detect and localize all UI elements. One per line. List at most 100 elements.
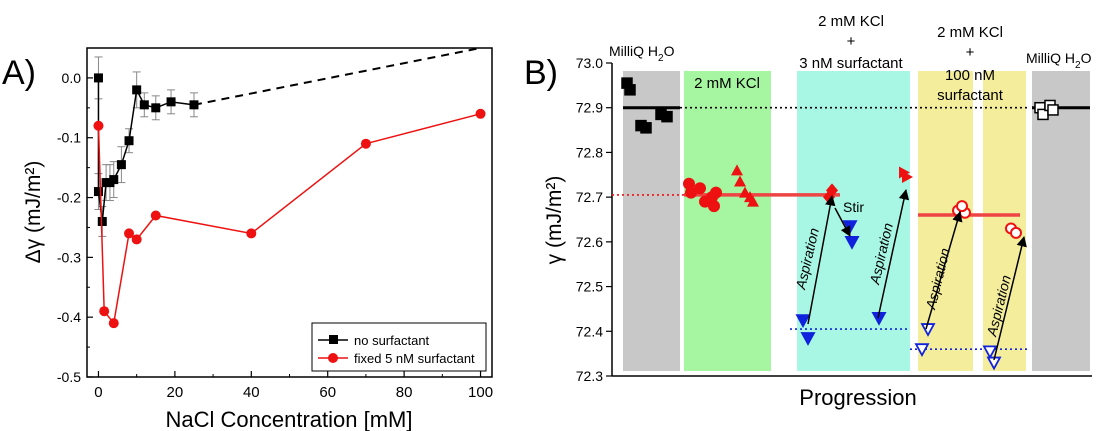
y-tick-label: 72.9 <box>576 100 603 116</box>
legend-marker-no-surfactant <box>329 335 338 344</box>
arrow-aspiration-1 <box>807 194 836 325</box>
panel-a-y-ticks: -0.5 -0.4 -0.3 -0.2 -0.1 0.0 <box>57 70 93 385</box>
phase-label-kcl3-line1: 2 mM KCl <box>818 13 884 30</box>
phase-label-milliq-right: MilliQ H2O <box>1026 50 1092 71</box>
point-kcl-circle <box>694 182 706 195</box>
point-milliq-right <box>1047 104 1059 116</box>
x-tick-label: 40 <box>243 384 260 401</box>
phase-kcl-100nm-b <box>983 71 1026 371</box>
phase-label-milliq-left: MilliQ H2O <box>609 43 675 64</box>
point-no-surfactant <box>93 73 103 83</box>
y-tick-label: -0.2 <box>57 190 81 206</box>
panel-a: A) -0.5-0.4-0.3-0.2-0.10.0 0 20 40 60 80 100 … <box>2 47 493 431</box>
point-no-surfactant <box>151 103 161 113</box>
point-kcl100-open-circle <box>956 200 968 213</box>
panel-a-label: A) <box>2 54 36 92</box>
point-kcl100b-open-triangle <box>982 345 998 360</box>
point-fixed-surfactant <box>124 228 135 239</box>
point-fixed-surfactant <box>150 210 161 221</box>
panel-b-y-ticks: 72.3 72.4 72.5 72.6 72.7 72.8 72.9 73.0 <box>576 55 612 384</box>
point-no-surfactant <box>189 100 199 110</box>
phase-label-kcl3-line2: 3 nM surfactant <box>799 55 903 72</box>
legend-box <box>311 322 487 372</box>
panel-a-x-axis-label: NaCl Concentration [mM] <box>166 407 413 431</box>
point-no-surfactant <box>139 100 149 110</box>
panel-b-y-axis-label: γ (mJ/m²) <box>543 176 566 265</box>
x-tick-label: 60 <box>319 384 336 401</box>
point-fixed-surfactant <box>93 120 104 131</box>
phase-kcl-100nm-a <box>918 71 973 371</box>
panel-b-x-axis-label: Progression <box>799 385 916 410</box>
legend-label-fixed-surfactant: fixed 5 nM surfactant <box>354 351 475 366</box>
point-fixed-surfactant <box>108 318 119 329</box>
point-kcl-triangle <box>731 164 743 176</box>
point-milliq-left <box>640 122 652 134</box>
point-fixed-surfactant <box>475 108 486 119</box>
panel-a-series <box>93 47 486 329</box>
annotation-stir: Stir <box>843 199 864 215</box>
panel-a-x-ticks: 0 20 40 60 80 100 <box>94 371 493 401</box>
y-tick-label: -0.4 <box>57 309 81 325</box>
y-tick-label: 72.7 <box>576 189 603 205</box>
panel-b: B) 72.3 72.4 72.5 72.6 72.7 72.8 72.9 73.0 Prog… <box>524 13 1092 410</box>
y-tick-label: 72.6 <box>576 234 603 250</box>
y-tick-label: -0.3 <box>57 249 81 265</box>
phase-label-kcl: 2 mM KCl <box>694 75 760 92</box>
point-kcl-circle <box>708 200 720 213</box>
y-tick-label: 72.5 <box>576 279 603 295</box>
arrow-stir <box>834 207 851 237</box>
x-tick-label: 20 <box>167 384 184 401</box>
y-tick-label: 72.3 <box>576 368 603 384</box>
point-kcl3-aspiration-1 <box>795 314 811 328</box>
y-tick-label: 73.0 <box>576 55 603 71</box>
point-kcl3-aspiration-1 <box>800 332 816 346</box>
phase-label-kcl100-line1: 2 mM KCl <box>937 24 1003 41</box>
x-tick-label: 0 <box>94 384 102 401</box>
point-fixed-surfactant <box>360 138 371 149</box>
point-fixed-surfactant <box>246 228 257 239</box>
point-no-surfactant <box>109 175 119 185</box>
point-fixed-surfactant <box>99 306 110 317</box>
point-kcl3-triangle-right <box>902 171 913 184</box>
point-kcl100-open-triangle <box>914 343 930 358</box>
point-no-surfactant <box>166 97 176 107</box>
y-tick-label: 72.4 <box>576 323 603 339</box>
phase-kcl <box>684 71 771 371</box>
panel-b-points <box>621 77 1059 371</box>
panel-b-arrows <box>807 188 1027 361</box>
y-tick-label: 0.0 <box>62 70 82 86</box>
point-milliq-left <box>661 110 673 123</box>
x-tick-label: 100 <box>468 384 493 401</box>
legend-marker-fixed-surfactant <box>328 353 338 363</box>
arrow-aspiration-2 <box>877 188 910 319</box>
arrow-aspiration-3 <box>925 210 963 330</box>
point-kcl-triangle <box>734 175 746 187</box>
y-tick-label: 72.8 <box>576 144 603 160</box>
point-no-surfactant <box>132 85 142 95</box>
point-kcl3-after-stir <box>844 235 860 250</box>
phase-label-kcl3-plus: + <box>847 33 856 50</box>
point-no-surfactant <box>116 160 126 170</box>
series-no-surfactant-extrapolation <box>193 47 481 106</box>
point-fixed-surfactant <box>131 234 142 245</box>
y-tick-label: -0.1 <box>57 130 81 146</box>
panel-b-label: B) <box>524 54 558 92</box>
panel-a-legend: no surfactant fixed 5 nM surfactant <box>311 322 487 372</box>
point-milliq-left <box>624 84 636 96</box>
arrow-aspiration-4 <box>993 235 1027 361</box>
x-tick-label: 80 <box>396 384 413 401</box>
y-tick-label: -0.5 <box>57 369 81 385</box>
point-no-surfactant <box>97 216 107 226</box>
phase-label-kcl100-line2: 100 nM <box>945 67 995 84</box>
point-no-surfactant <box>93 187 103 197</box>
phase-label-kcl100-line3: surfactant <box>937 87 1004 104</box>
point-kcl-triangle <box>747 195 759 207</box>
legend-label-no-surfactant: no surfactant <box>354 333 430 348</box>
panel-a-y-axis-label: Δγ (mJ/m²) <box>22 161 45 264</box>
point-kcl-circle <box>710 186 722 199</box>
phase-milliq-right <box>1032 71 1090 371</box>
phase-label-kcl100-plus: + <box>966 44 975 61</box>
point-no-surfactant <box>124 136 134 146</box>
point-kcl100b-open-circle <box>1010 226 1022 239</box>
